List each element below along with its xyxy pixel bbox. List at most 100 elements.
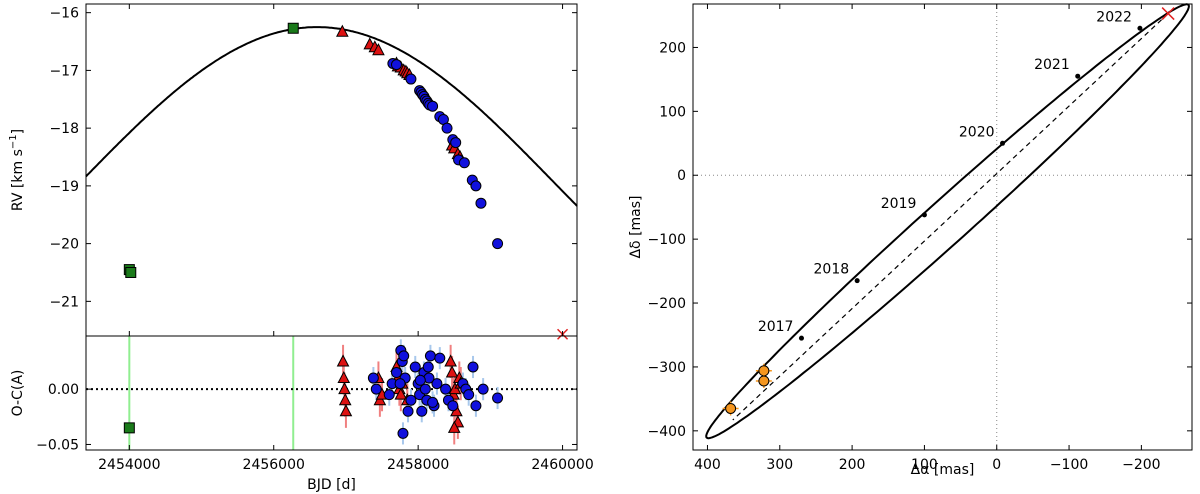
rv-ylabel-sup: −1 (8, 134, 19, 149)
astro-epoch-label: 2021 (1034, 57, 1070, 73)
rv-point-circle (475, 197, 487, 209)
oc-xtick-label: 2454000 (98, 457, 160, 473)
oc-point-circle (431, 378, 443, 390)
rv-axes-frame (85, 3, 578, 337)
rv-ylabel: RV [km s−1] (8, 129, 26, 211)
astro-axes-frame (692, 3, 1193, 451)
astro-ytick-label: −400 (648, 424, 686, 440)
oc-point-triangle (445, 365, 459, 378)
astro-xtick-label: 100 (911, 457, 938, 473)
oc-point-circle (440, 383, 452, 395)
oc-point-circle (409, 361, 421, 373)
rv-point-circle (458, 157, 470, 169)
oc-point-triangle (444, 354, 457, 367)
oc-point-circle (419, 383, 431, 395)
astro-periastron-marker (1161, 7, 1175, 21)
oc-point-circle (414, 374, 426, 386)
astro-epoch-label: 2022 (1096, 9, 1132, 25)
astro-xlabel: Δα [mas] (911, 462, 975, 478)
oc-point-circle (470, 400, 482, 412)
oc-point-circle (422, 361, 434, 373)
oc-point-circle (424, 350, 436, 362)
astro-xtick-label: −200 (1122, 457, 1160, 473)
rv-ytick-label: −18 (49, 121, 79, 137)
oc-point-square (123, 422, 135, 434)
oc-axes-frame (85, 335, 578, 451)
oc-point-circle (416, 405, 428, 417)
oc-point-circle (370, 383, 382, 395)
oc-point-triangle (338, 382, 351, 395)
astro-ylabel: Δδ [mas] (628, 195, 644, 258)
astro-xtick-label: 300 (766, 457, 793, 473)
astro-xtick-label: −100 (1050, 457, 1088, 473)
oc-ytick-label: −0.05 (36, 437, 79, 453)
oc-point-circle (434, 352, 446, 364)
oc-panel: 0.00 −0.05 2454000 2456000 2458000 2460000 BJD… (10, 335, 594, 493)
astro-ytick-label: −200 (648, 296, 686, 312)
oc-point-circle (492, 392, 504, 404)
oc-point-triangle (338, 393, 352, 406)
oc-point-triangle (394, 387, 408, 400)
astrometry-panel: 2017 2018 2019 2020 2021 2022 400 300 200 100 0 −10… (628, 3, 1193, 478)
rv-point-circle (390, 59, 402, 71)
astro-orbit-ellipse (705, 3, 1190, 440)
oc-point-triangle (337, 370, 351, 384)
oc-xtick-label: 2460000 (531, 457, 593, 473)
oc-point-triangle (339, 404, 353, 417)
oc-point-circle (398, 350, 410, 362)
oc-xtick-label: 2456000 (243, 457, 305, 473)
astro-epoch-dot (854, 278, 860, 284)
rv-point-square (287, 22, 299, 34)
astro-xtick-label: 0 (992, 457, 1001, 473)
oc-point-circle (447, 400, 459, 412)
rv-ylabel-main: RV [km s (10, 149, 26, 211)
oc-point-triangle (336, 354, 350, 367)
rv-ytick-label: −19 (49, 179, 79, 195)
oc-ytick-label: 0.00 (48, 382, 79, 398)
oc-point-circle (467, 361, 479, 373)
astro-ytick-label: 100 (659, 104, 686, 120)
astro-epoch-dot (1137, 25, 1143, 31)
rv-point-triangle (336, 24, 349, 37)
rv-ytick-label: −20 (49, 237, 79, 253)
rv-point-circle (450, 137, 462, 149)
rv-point-circle (441, 122, 453, 134)
oc-point-circle (394, 378, 406, 390)
oc-point-circle (405, 394, 417, 406)
astro-epoch-dot (1000, 140, 1006, 146)
oc-ylabel: O-C(A) (10, 370, 26, 417)
oc-point-triangle (447, 420, 461, 433)
oc-point-circle (390, 367, 402, 379)
oc-point-circle (397, 427, 409, 439)
oc-point-circle (463, 389, 475, 401)
astro-epoch-dot (798, 335, 804, 341)
astro-epoch-dot (921, 212, 927, 218)
rv-model-curve (85, 26, 578, 207)
oc-xtick-label: 2458000 (387, 457, 449, 473)
oc-point-circle (477, 383, 489, 395)
rv-ytick-label: −16 (49, 6, 79, 22)
rv-point-circle (427, 100, 439, 112)
astro-epoch-dot (1075, 73, 1081, 79)
rv-point-circle (405, 73, 417, 85)
astro-epoch-label: 2019 (881, 196, 917, 212)
oc-xlabel: BJD [d] (307, 477, 356, 493)
astro-xtick-label: 200 (839, 457, 866, 473)
oc-point-circle (367, 372, 379, 384)
astro-observation-point (758, 375, 770, 387)
rv-point-square (125, 266, 137, 278)
astro-ytick-label: 200 (659, 40, 686, 56)
oc-point-circle (402, 405, 414, 417)
astro-epoch-label: 2018 (814, 262, 850, 278)
astro-epoch-label: 2017 (758, 319, 794, 335)
rv-point-circle (470, 180, 482, 192)
rv-point-circle (492, 238, 504, 250)
astro-epoch-label: 2020 (959, 124, 995, 140)
astro-ytick-label: 0 (677, 168, 686, 184)
astro-observation-point (725, 402, 737, 414)
astro-dashed-line (732, 13, 1169, 421)
astro-xtick-label: 400 (694, 457, 721, 473)
rv-ylabel-close: ] (10, 129, 26, 134)
rv-ytick-label: −21 (49, 294, 79, 310)
